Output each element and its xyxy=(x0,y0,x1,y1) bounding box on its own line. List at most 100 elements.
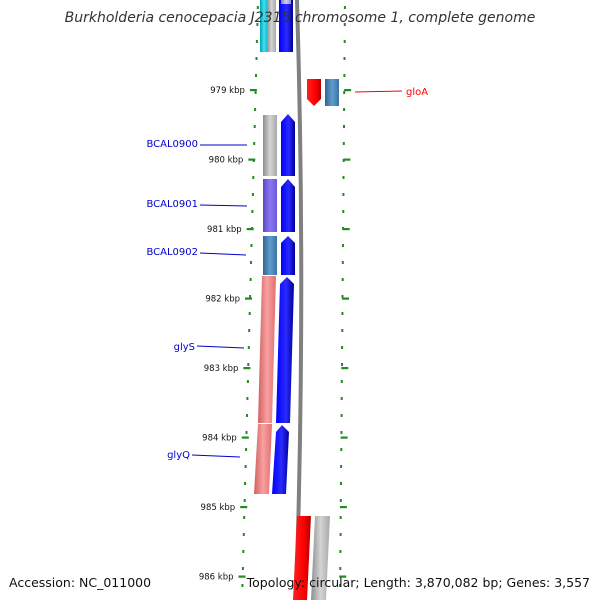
guide-dot xyxy=(340,380,343,383)
guide-dot xyxy=(243,499,246,502)
guide-dot xyxy=(341,295,344,298)
guide-dot xyxy=(341,261,344,264)
guide-dot xyxy=(253,125,256,128)
guide-dot xyxy=(241,584,244,587)
guide-dot xyxy=(249,295,252,298)
tick-label: 979 kbp xyxy=(210,86,245,96)
guide-dot xyxy=(343,23,346,26)
guide-dot xyxy=(340,397,343,400)
tick-mark-left xyxy=(246,228,254,231)
guide-dot xyxy=(342,193,345,196)
gene-label-glyQ[interactable]: glyQ xyxy=(167,450,190,461)
tick-label: 985 kbp xyxy=(201,503,236,513)
gene-label-glyS[interactable]: glyS xyxy=(174,342,195,353)
guide-dot xyxy=(256,6,259,9)
guide-dot xyxy=(256,23,259,26)
guide-dot xyxy=(246,380,249,383)
scale-ticks: 979 kbp 980 kbp 981 kbp 982 kbp 983 kbp 984 k… xyxy=(199,86,352,583)
guide-dot xyxy=(342,142,345,145)
guide-dot xyxy=(343,108,346,111)
guide-dot xyxy=(248,329,251,332)
guide-dot xyxy=(250,244,253,247)
guide-dot xyxy=(342,210,345,213)
guide-dot xyxy=(341,329,344,332)
tick-mark-left xyxy=(245,297,252,300)
guide-dot xyxy=(341,363,343,366)
guide-dot xyxy=(340,414,343,417)
tick-mark-left xyxy=(241,436,249,439)
tick-mark-right xyxy=(343,158,351,161)
guide-dot xyxy=(252,176,255,179)
gene-label-BCAL0902[interactable]: BCAL0902 xyxy=(146,247,198,258)
guide-dot xyxy=(342,244,344,247)
topology-text: Topology: circular; Length: 3,870,082 bp… xyxy=(246,575,590,590)
gene-label-BCAL0901[interactable]: BCAL0901 xyxy=(146,199,198,210)
tick-mark-right xyxy=(342,297,349,300)
guide-dot xyxy=(247,346,250,349)
tick-mark-right xyxy=(342,228,350,231)
gene-feature-bottom-grey xyxy=(311,516,330,600)
guide-dot xyxy=(246,397,249,400)
guide-dot xyxy=(254,91,257,94)
guide-dot xyxy=(343,91,346,94)
guide-dot xyxy=(255,57,258,60)
tick-mark-right xyxy=(341,367,349,370)
guide-dot xyxy=(343,6,346,9)
guide-dot xyxy=(242,533,245,536)
guide-dot xyxy=(339,516,342,519)
guide-dot xyxy=(339,533,342,536)
leader-line-glyS xyxy=(196,345,245,349)
accession-text: Accession: NC_011000 xyxy=(9,575,152,590)
gene-label-gloA[interactable]: gloA xyxy=(406,87,428,98)
gene-BCAL0901-arrow xyxy=(281,179,295,232)
tick-mark-left xyxy=(249,89,257,92)
guide-dot xyxy=(254,108,257,111)
guide-dot xyxy=(342,176,345,179)
guide-dot xyxy=(243,516,246,519)
tick-label: 984 kbp xyxy=(202,434,237,444)
guide-dot xyxy=(245,431,248,434)
gene-feature-top xyxy=(267,0,276,52)
guide-dot xyxy=(341,278,344,281)
guide-dot xyxy=(340,465,343,468)
forward-gene-top-lav xyxy=(281,0,291,4)
tick-mark-right xyxy=(339,575,347,578)
tick-mark-left xyxy=(238,575,246,578)
guide-dot xyxy=(343,125,345,128)
gene-feature-glyQ xyxy=(254,424,272,494)
guide-dot xyxy=(343,57,346,60)
gene-label-BCAL0900[interactable]: BCAL0900 xyxy=(146,139,198,150)
forward-gene-top xyxy=(279,0,293,52)
guide-dot xyxy=(340,431,343,434)
tick-label: 983 kbp xyxy=(204,364,239,374)
guide-dot xyxy=(251,193,254,196)
guide-dot xyxy=(340,482,342,485)
guide-dot xyxy=(249,278,252,281)
guide-dot xyxy=(339,550,342,553)
reverse-gene-bottom xyxy=(293,516,311,600)
guide-dot xyxy=(340,448,343,451)
tick-label: 986 kbp xyxy=(199,573,234,583)
gene-feature-glyS xyxy=(258,276,276,423)
tick-label: 982 kbp xyxy=(205,295,240,305)
guide-dot xyxy=(242,550,245,553)
guide-dot xyxy=(244,465,247,468)
gene-BCAL0902-arrow xyxy=(281,236,295,275)
guide-dot xyxy=(343,74,346,77)
leader-line-gloA xyxy=(354,90,403,93)
gene-feature-BCAL0902 xyxy=(263,236,277,275)
gene-labels: gloA BCAL0900 BCAL0901 BCAL0902 glyS glyQ xyxy=(146,87,428,461)
guide-dot xyxy=(246,414,248,417)
chromosome-backbone xyxy=(294,0,304,600)
gene-BCAL0900-arrow xyxy=(281,114,295,176)
guide-dot xyxy=(244,482,247,485)
leader-line-BCAL0902 xyxy=(199,252,247,256)
tick-mark-right xyxy=(339,506,347,509)
leader-line-BCAL0901 xyxy=(199,204,248,207)
gene-feature-BCAL0901 xyxy=(263,179,277,232)
guide-dot xyxy=(255,40,258,43)
guide-dot xyxy=(339,567,342,570)
guide-dot xyxy=(245,448,248,451)
